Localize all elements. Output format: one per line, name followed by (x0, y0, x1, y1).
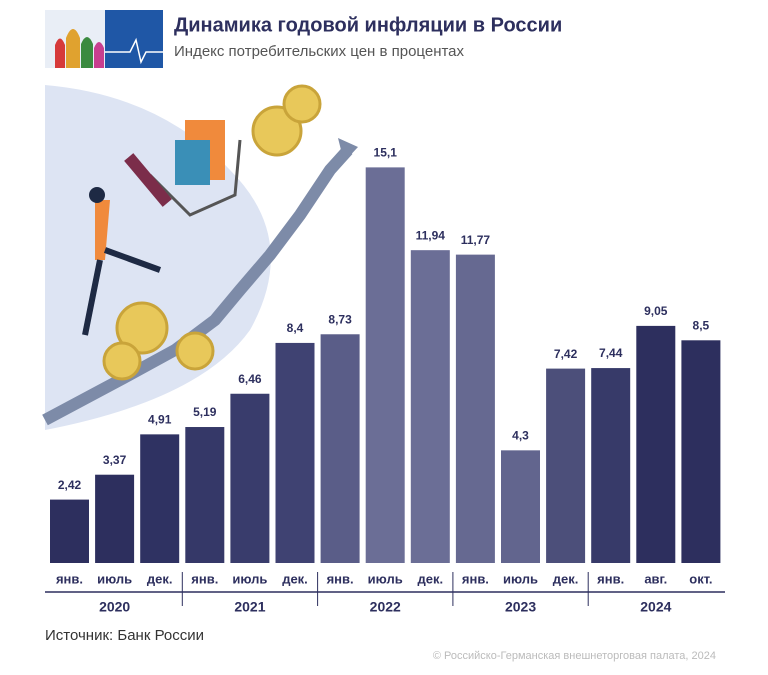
x-tick-label: янв. (597, 571, 624, 586)
bar (230, 393, 270, 563)
source: Источник: Банк России (45, 627, 204, 644)
value-label: 7,42 (554, 347, 578, 361)
bar (410, 250, 450, 563)
x-tick-label: дек. (147, 571, 173, 586)
x-tick-label: янв. (56, 571, 83, 586)
x-tick-label: июль (97, 571, 132, 586)
bar (275, 342, 315, 563)
year-label: 2024 (640, 599, 671, 615)
value-label: 8,4 (287, 321, 304, 335)
bar (455, 254, 495, 563)
illustration (42, 84, 358, 430)
value-label: 11,94 (416, 228, 446, 242)
value-label: 3,37 (103, 453, 127, 467)
bar (501, 450, 540, 563)
value-label: 8,5 (693, 318, 710, 332)
copyright: © Российско-Германская внешнеторговая па… (433, 650, 716, 662)
value-label: 7,44 (599, 346, 623, 360)
chart-subtitle: Индекс потребительских цен в процентах (174, 43, 465, 60)
x-tick-label: июль (368, 571, 403, 586)
value-label: 2,42 (58, 478, 82, 492)
bar (546, 368, 586, 563)
x-tick-label: дек. (417, 571, 443, 586)
value-label: 15,1 (374, 146, 398, 160)
bar (185, 427, 225, 563)
x-tick-label: июль (232, 571, 267, 586)
year-label: 2021 (234, 599, 265, 615)
bar (95, 474, 135, 563)
bar (636, 325, 676, 563)
x-tick-label: янв. (462, 571, 489, 586)
x-tick-label: янв. (191, 571, 218, 586)
value-label: 5,19 (193, 405, 217, 419)
year-label: 2020 (99, 599, 130, 615)
x-tick-label: июль (503, 571, 538, 586)
value-label: 4,3 (512, 429, 529, 443)
bar (320, 334, 360, 563)
x-tick-label: дек. (282, 571, 308, 586)
bar (50, 499, 89, 563)
x-tick-label: янв. (327, 571, 354, 586)
value-label: 6,46 (238, 372, 262, 386)
logo (45, 10, 163, 68)
year-label: 2022 (370, 599, 401, 615)
bar (681, 340, 721, 563)
x-tick-label: окт. (689, 571, 712, 586)
bar (365, 167, 405, 563)
year-label: 2023 (505, 599, 536, 615)
x-tick-label: дек. (553, 571, 579, 586)
bar (591, 368, 631, 563)
value-label: 8,73 (328, 312, 352, 326)
chart-title: Динамика годовой инфляции в России (174, 14, 562, 36)
bar (140, 434, 180, 563)
value-label: 11,77 (461, 233, 491, 247)
value-label: 9,05 (644, 304, 668, 318)
x-tick-label: авг. (644, 571, 667, 586)
value-label: 4,91 (148, 413, 172, 427)
